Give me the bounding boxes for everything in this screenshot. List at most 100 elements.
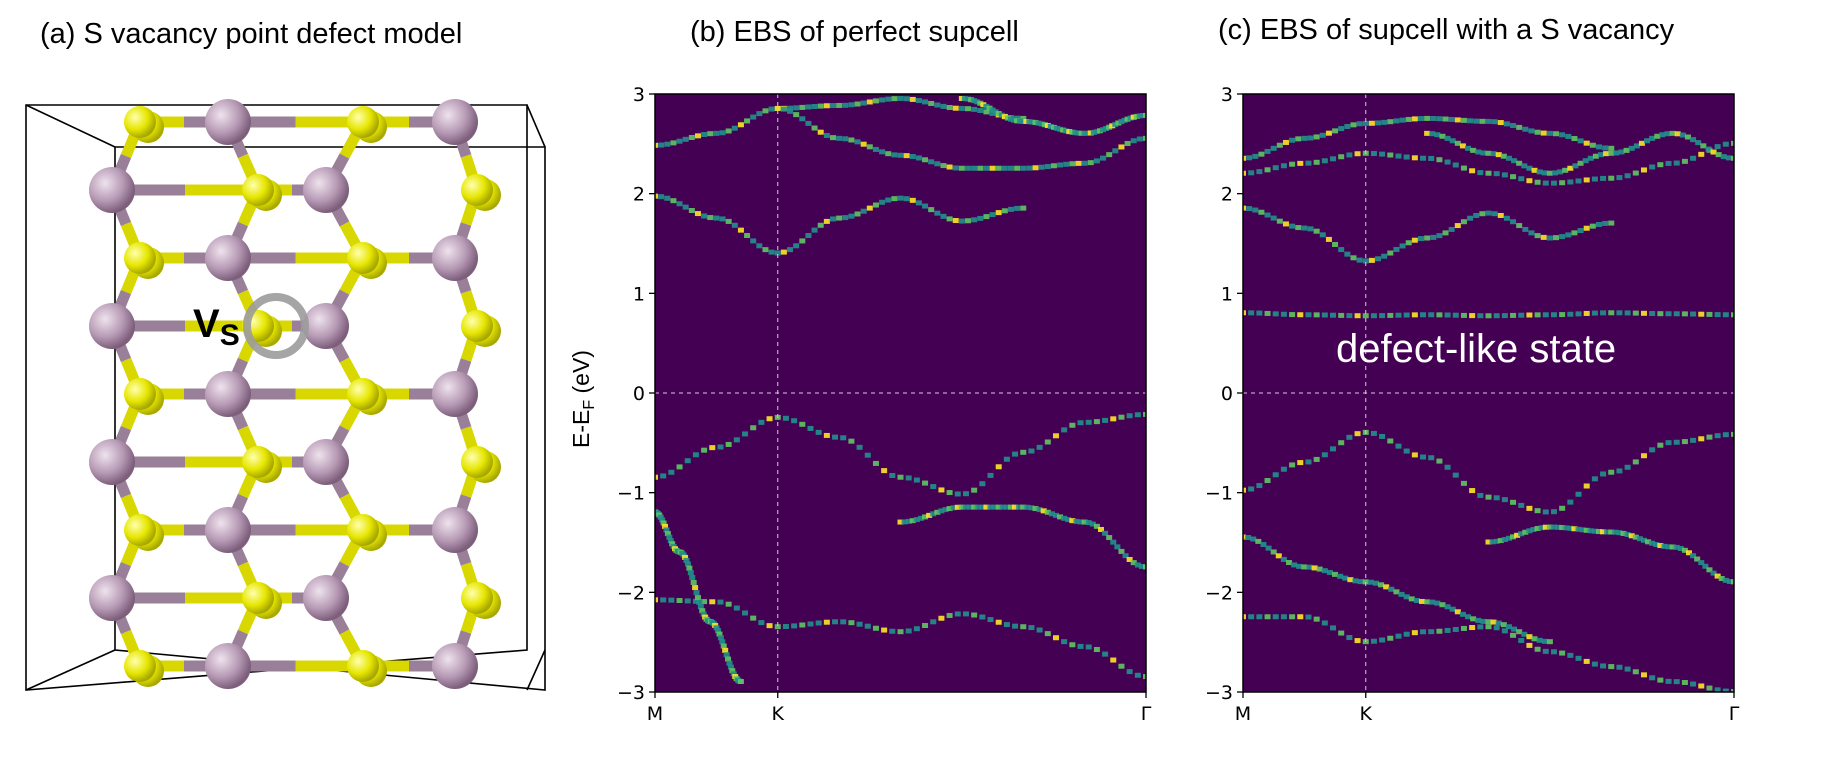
band-point xyxy=(860,141,867,147)
band-point xyxy=(799,421,806,427)
band-point xyxy=(1121,117,1128,123)
band-point xyxy=(885,197,892,203)
band-point xyxy=(1246,206,1253,212)
band-point xyxy=(995,110,1002,116)
band-point xyxy=(1567,499,1574,505)
band-point xyxy=(1370,151,1377,157)
band-point xyxy=(977,100,984,106)
band-point xyxy=(1248,486,1255,492)
band-point xyxy=(1246,155,1253,161)
band-point xyxy=(1264,310,1271,316)
band-point xyxy=(1640,453,1647,459)
band-point xyxy=(995,619,1002,625)
band-point xyxy=(979,614,986,620)
y-tick-label: −1 xyxy=(617,483,645,505)
band-point xyxy=(1248,310,1255,316)
band-point xyxy=(1503,215,1510,221)
y-tick-label: 0 xyxy=(633,383,645,405)
band-point xyxy=(1014,165,1021,171)
band-point xyxy=(1387,119,1394,125)
band-point xyxy=(1720,154,1727,160)
band-point xyxy=(716,631,723,637)
band-point xyxy=(1282,139,1289,145)
band-point xyxy=(989,107,996,113)
band-point xyxy=(793,112,800,118)
band-point xyxy=(688,208,695,214)
band-point xyxy=(805,233,812,239)
band-point xyxy=(1063,128,1070,134)
band-point xyxy=(1248,170,1255,176)
band-point xyxy=(1731,689,1734,692)
band-point xyxy=(1477,624,1484,630)
band-point xyxy=(1313,312,1320,318)
band-point xyxy=(983,214,990,220)
band-point xyxy=(1559,650,1566,656)
band-point xyxy=(1694,556,1701,562)
band-point xyxy=(1501,628,1508,634)
band-point xyxy=(946,612,953,618)
band-point xyxy=(1618,149,1625,155)
band-point xyxy=(1600,471,1607,477)
band-point xyxy=(655,474,658,480)
band-point xyxy=(1714,573,1721,579)
band-point xyxy=(1052,635,1059,641)
band-point xyxy=(1518,502,1525,508)
band-point xyxy=(930,511,937,517)
band-point xyxy=(1250,536,1257,542)
band-point xyxy=(1624,464,1631,470)
band-point xyxy=(742,431,749,437)
band-point xyxy=(1598,152,1605,158)
band-point xyxy=(1370,638,1377,644)
band-point xyxy=(664,141,671,147)
band-point xyxy=(1134,412,1141,418)
band-point xyxy=(676,138,683,144)
band-point xyxy=(774,105,781,111)
band-point xyxy=(1673,311,1680,317)
band-point xyxy=(1706,311,1713,317)
band-point xyxy=(1047,123,1054,129)
band-point xyxy=(791,418,798,424)
band-point xyxy=(1003,622,1010,628)
band-point xyxy=(742,610,749,616)
band-point xyxy=(758,620,765,626)
band-point xyxy=(967,504,974,510)
band-point xyxy=(1589,142,1596,148)
band-point xyxy=(1640,167,1647,173)
band-point xyxy=(1319,232,1326,238)
band-point xyxy=(901,519,908,525)
band-point xyxy=(938,487,945,493)
band-point xyxy=(1608,469,1615,475)
band-point xyxy=(1514,532,1521,538)
band-point xyxy=(1338,154,1345,160)
panel-c-title: (c) EBS of supcell with a S vacancy xyxy=(1218,14,1675,46)
band-point xyxy=(727,664,734,670)
band-point xyxy=(1057,162,1064,168)
band-point xyxy=(744,233,751,239)
band-point xyxy=(961,96,968,102)
sulfur-atom xyxy=(124,650,156,682)
band-point xyxy=(670,140,677,146)
band-point xyxy=(1620,530,1627,536)
band-point xyxy=(1297,614,1304,620)
band-point xyxy=(1454,609,1461,615)
band-point xyxy=(1702,563,1709,569)
band-point xyxy=(1399,243,1406,249)
band-point xyxy=(1608,220,1615,226)
band-point xyxy=(1429,131,1436,137)
band-point xyxy=(696,599,703,605)
band-point xyxy=(1338,247,1345,253)
metal-atom xyxy=(89,575,135,621)
band-point xyxy=(905,518,912,524)
band-point xyxy=(676,597,683,603)
band-point xyxy=(1530,527,1537,533)
band-point xyxy=(1085,520,1092,526)
metal-atom xyxy=(89,167,135,213)
band-point xyxy=(1103,125,1110,131)
band-point xyxy=(1020,115,1027,121)
y-tick-label: 3 xyxy=(1221,84,1233,106)
band-point xyxy=(726,660,733,666)
band-point xyxy=(1405,116,1412,122)
band-point xyxy=(1567,165,1574,171)
band-point xyxy=(1485,313,1492,319)
band-point xyxy=(719,130,726,136)
